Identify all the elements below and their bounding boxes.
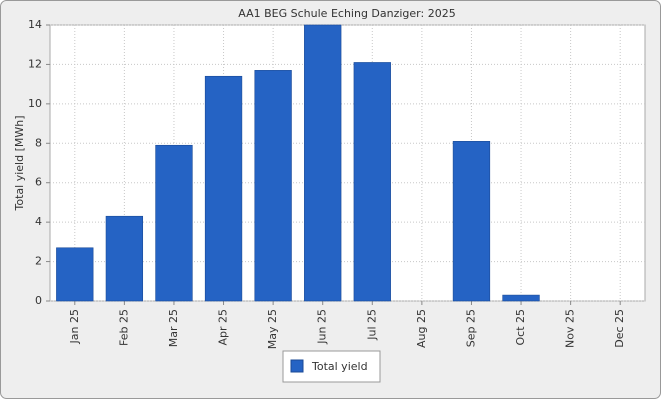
- plot-area: [49, 24, 646, 302]
- x-tick-label: Dec 25: [613, 309, 626, 348]
- x-tick-label: Apr 25: [217, 309, 230, 346]
- x-tick-label: Sep 25: [464, 309, 477, 347]
- y-tick-label: 10: [28, 97, 42, 110]
- bar: [105, 215, 144, 302]
- y-tick-label: 0: [35, 294, 42, 307]
- chart-title: AA1 BEG Schule Eching Danziger: 2025: [238, 7, 455, 20]
- y-tick-label: 2: [35, 255, 42, 268]
- y-tick-label: 12: [28, 57, 42, 70]
- bar: [353, 62, 391, 302]
- x-tick-label: Oct 25: [514, 309, 527, 346]
- bar: [502, 294, 540, 302]
- y-tick-label: 14: [28, 18, 42, 31]
- y-tick-label: 8: [35, 136, 42, 149]
- x-tick-label: Jan 25: [68, 309, 81, 344]
- bar: [155, 144, 193, 302]
- x-tick-label: May 25: [266, 309, 279, 349]
- legend-label: Total yield: [311, 360, 368, 373]
- x-tick-label: Jul 25: [365, 309, 378, 341]
- x-tick-label: Feb 25: [117, 309, 130, 346]
- legend-swatch: [290, 359, 304, 373]
- y-tick-label: 4: [35, 215, 42, 228]
- bar: [56, 247, 94, 302]
- x-tick-label: Aug 25: [415, 309, 428, 348]
- bar: [452, 141, 491, 302]
- x-tick-label: Jun 25: [316, 309, 329, 345]
- x-tick-label: Mar 25: [167, 309, 180, 347]
- x-tick-label: Nov 25: [564, 309, 577, 348]
- y-axis-label: Total yield [MWh]: [13, 116, 26, 212]
- bar: [204, 75, 243, 302]
- bar: [254, 70, 292, 302]
- bar: [304, 24, 342, 302]
- y-tick-label: 6: [35, 176, 42, 189]
